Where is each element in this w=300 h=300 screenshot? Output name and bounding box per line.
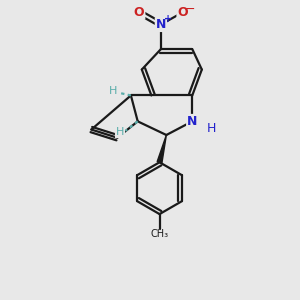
Text: +: + xyxy=(164,14,172,23)
Text: O: O xyxy=(177,6,188,19)
Text: O: O xyxy=(134,6,144,19)
Text: H: H xyxy=(109,86,117,96)
Text: CH₃: CH₃ xyxy=(151,229,169,239)
Text: N: N xyxy=(156,18,166,31)
Polygon shape xyxy=(157,135,167,163)
Text: −: − xyxy=(184,2,195,16)
Text: H: H xyxy=(207,122,216,135)
Text: N: N xyxy=(187,115,197,128)
Text: H: H xyxy=(116,127,124,137)
